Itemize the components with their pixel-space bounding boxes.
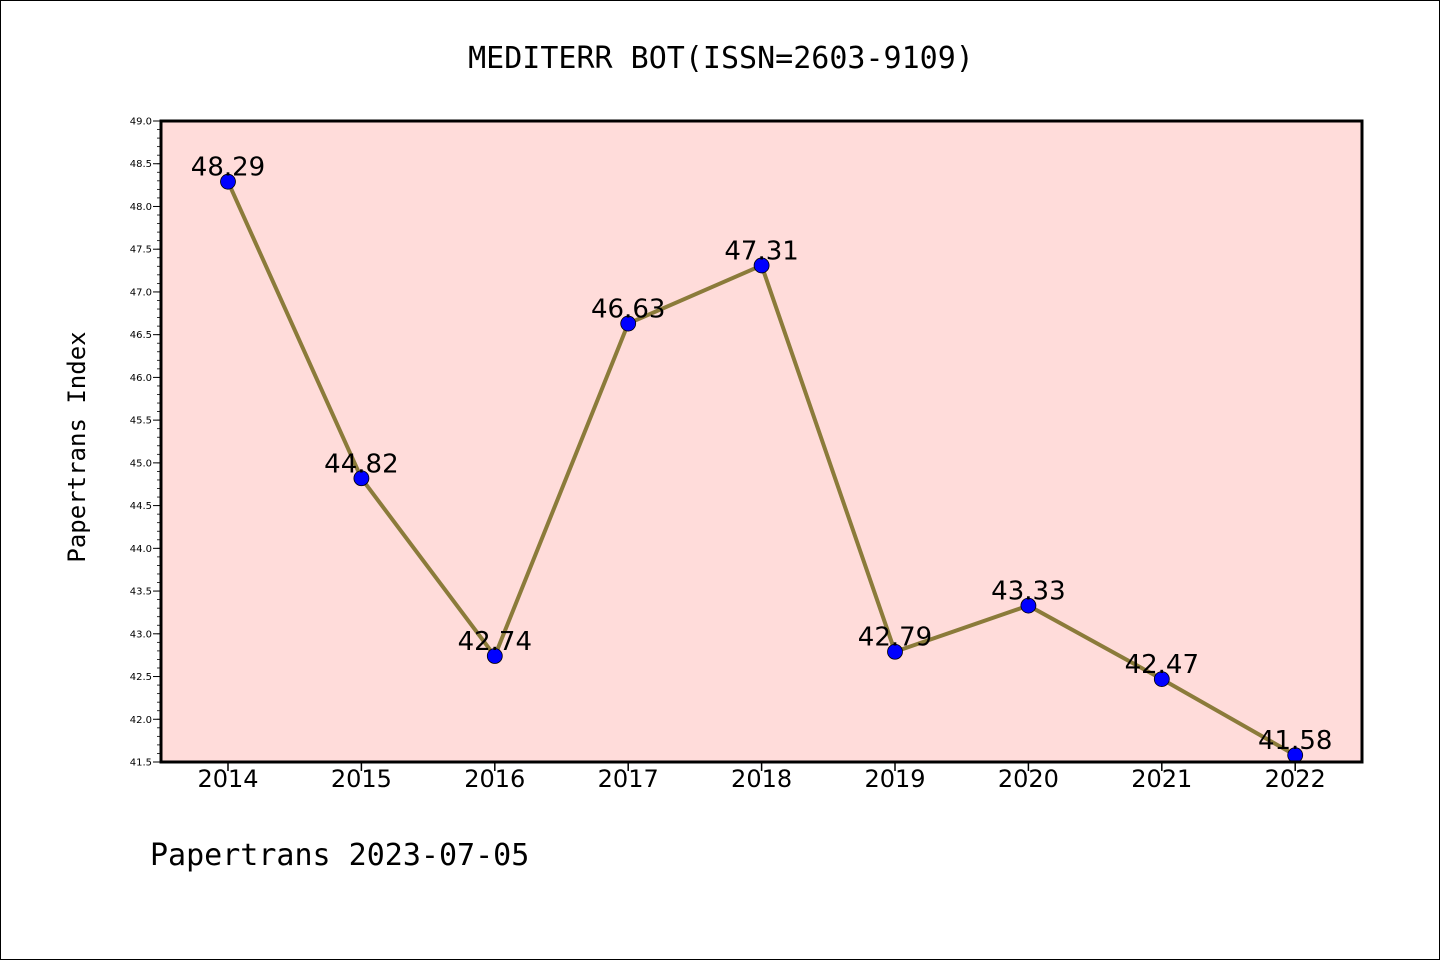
- data-label: 46.63: [591, 295, 665, 325]
- data-label: 42.79: [858, 623, 932, 653]
- x-tick-label: 2022: [1265, 765, 1326, 793]
- y-tick-label: 43.0: [130, 629, 152, 640]
- y-axis-label: Papertrans Index: [63, 331, 91, 562]
- series-layer: 48.29 44.82 42.74 46.63 47.31 42.79 43.33 42.47…: [191, 153, 1332, 764]
- y-tick-label: 48.5: [130, 159, 152, 170]
- x-axis: 2014 2015 2016 2017 2018 2019 2020 2021 2022: [197, 762, 1326, 793]
- data-point: [753, 257, 770, 274]
- y-tick-label: 47.0: [130, 287, 152, 298]
- x-tick-label: 2020: [998, 765, 1059, 793]
- data-point: [1153, 671, 1170, 687]
- data-label: 43.33: [991, 577, 1065, 607]
- data-label: 42.47: [1125, 650, 1199, 680]
- data-point: [220, 173, 236, 190]
- data-point: [486, 648, 503, 664]
- x-tick-label: 2021: [1131, 765, 1192, 793]
- data-point: [887, 643, 903, 660]
- y-tick-label: 46.5: [130, 330, 152, 341]
- y-tick-label: 46.0: [130, 373, 152, 384]
- x-tick-label: 2016: [464, 765, 525, 793]
- data-label: 44.82: [324, 449, 398, 479]
- y-axis: 41.5 42.0 42.5 43.0 43.5 44.0 44.5 45.0 45.5 46.0…: [130, 117, 161, 769]
- data-label: 41.58: [1258, 726, 1332, 756]
- y-tick-label: 45.0: [130, 458, 152, 469]
- x-tick-label: 2019: [864, 765, 925, 793]
- data-label: 47.31: [724, 236, 798, 266]
- x-tick-label: 2018: [731, 765, 792, 793]
- y-tick-label: 43.5: [130, 587, 152, 598]
- y-tick-label: 44.5: [130, 501, 152, 512]
- y-tick-label: 44.0: [130, 544, 152, 555]
- chart-title: MEDITERR BOT(ISSN=2603-9109): [468, 41, 974, 76]
- plot-border: [159, 119, 1364, 764]
- x-tick-label: 2017: [598, 765, 659, 793]
- x-tick-label: 2015: [331, 765, 392, 793]
- data-point: [353, 470, 370, 487]
- y-tick-label: 45.5: [130, 416, 152, 427]
- y-tick-label: 42.5: [130, 672, 152, 683]
- y-tick-label: 48.0: [130, 202, 152, 213]
- y-tick-label: 42.0: [130, 715, 152, 726]
- data-point: [620, 315, 637, 332]
- y-tick-label: 49.0: [130, 117, 152, 128]
- footer-text: Papertrans 2023-07-05: [150, 838, 529, 873]
- y-tick-label: 47.5: [130, 245, 152, 256]
- data-label: 42.74: [458, 627, 532, 657]
- x-tick-label: 2014: [197, 765, 258, 793]
- plot-area: [161, 121, 1362, 762]
- data-point: [1020, 597, 1037, 614]
- data-label: 48.29: [191, 153, 265, 183]
- y-tick-label: 41.5: [130, 758, 152, 769]
